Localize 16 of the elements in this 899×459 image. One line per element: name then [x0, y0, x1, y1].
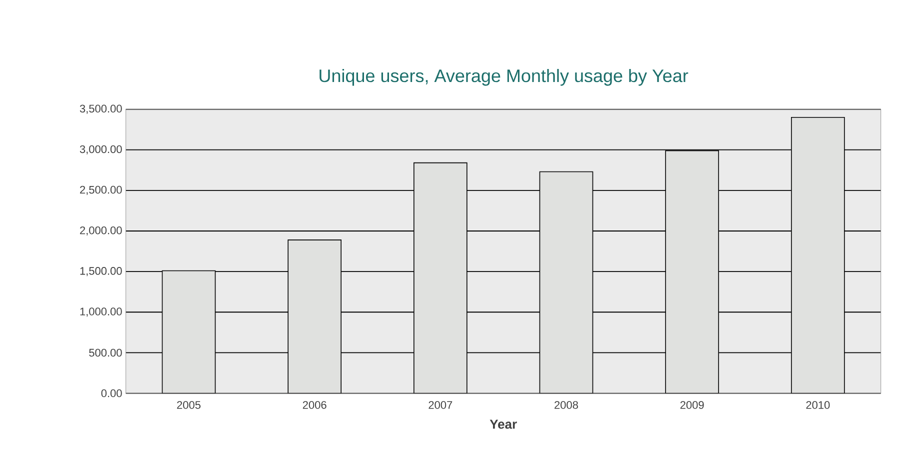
x-tick-label: 2008 — [554, 401, 578, 409]
x-tick-label: 2005 — [177, 401, 201, 409]
y-tick-label: 1,000.00 — [80, 308, 122, 317]
y-tick-label: 0.00 — [101, 389, 122, 398]
x-tick-label: 2010 — [806, 401, 830, 409]
chart-title: Unique users, Average Monthly usage by Year — [320, 68, 688, 86]
y-tick-label: 3,000.00 — [80, 145, 122, 154]
x-tick-label: 2007 — [428, 401, 452, 409]
x-tick-label: 2009 — [680, 401, 704, 409]
x-axis-title: Year — [490, 420, 517, 429]
y-tick-label: 2,500.00 — [80, 186, 122, 195]
y-tick-label: 2,000.00 — [80, 226, 122, 236]
y-tick-label: 500.00 — [89, 348, 122, 357]
x-tick-label: 2006 — [302, 401, 326, 409]
y-tick-label: 1,500.00 — [80, 267, 122, 276]
y-tick-label: 3,500.00 — [80, 104, 122, 114]
